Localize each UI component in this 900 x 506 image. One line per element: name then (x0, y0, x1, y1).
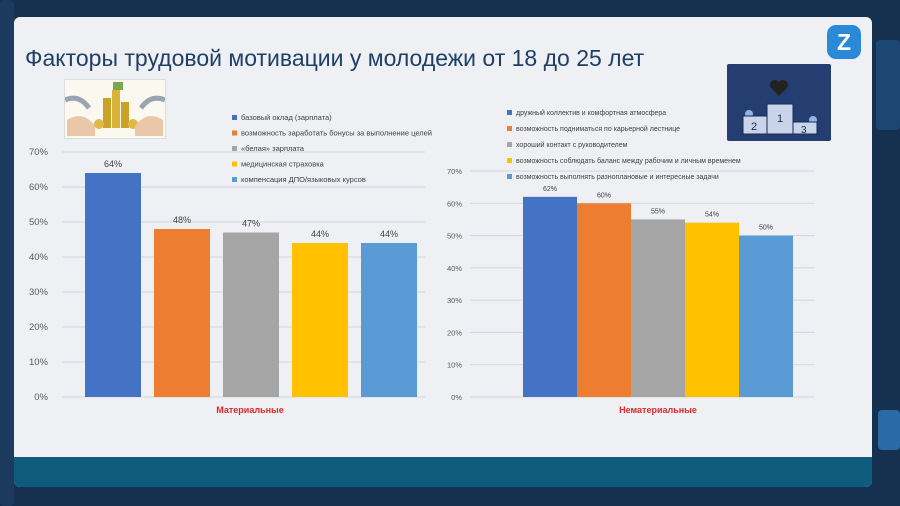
y-tick-label: 0% (34, 392, 48, 403)
money-hands-icon (65, 82, 165, 136)
legend-entry: «белая» зарплата (241, 144, 305, 153)
data-label: 48% (173, 215, 191, 225)
legend-marker (507, 142, 512, 147)
background-tile (876, 40, 900, 130)
background-tile (0, 0, 14, 506)
page-title: Факторы трудовой мотивации у молодежи от… (25, 45, 645, 71)
bar (739, 235, 793, 397)
bar (577, 203, 631, 397)
y-tick-label: 30% (29, 287, 49, 298)
bar (85, 173, 141, 397)
legend-entry: компенсация ДПО/языковых курсов (241, 175, 366, 184)
data-label: 55% (651, 208, 665, 215)
legend-entry: базовый оклад (зарплата) (241, 113, 332, 122)
y-tick-label: 40% (29, 252, 49, 263)
y-tick-label: 60% (447, 199, 462, 208)
bar (685, 222, 739, 397)
y-tick-label: 10% (447, 361, 462, 370)
y-tick-label: 20% (447, 328, 462, 337)
legend-marker (232, 177, 237, 182)
legend-entry: хороший контакт с руководителем (516, 141, 628, 149)
background-tile (878, 410, 900, 450)
legend-entry: возможность соблюдать баланс между рабоч… (516, 157, 741, 165)
slide-footer-bar (14, 457, 872, 487)
legend-marker (232, 146, 237, 151)
money-hands-image (64, 79, 166, 139)
bar (154, 229, 210, 397)
x-axis-label: Материальные (216, 405, 283, 415)
legend-marker (232, 130, 237, 136)
legend-entry: дружный коллектив и комфортная атмосфера (516, 109, 666, 117)
data-label: 50% (759, 225, 773, 232)
data-label: 62% (543, 186, 557, 193)
legend-entry: медицинская страховка (241, 160, 325, 169)
y-tick-label: 20% (29, 322, 49, 333)
bar (523, 196, 577, 397)
legend-marker (232, 115, 237, 120)
legend-entry: возможность выполнять разноплановые и ин… (516, 174, 719, 181)
y-tick-label: 70% (447, 167, 462, 176)
bar (292, 243, 348, 397)
y-tick-label: 0% (451, 393, 462, 402)
legend-entry: возможность заработать бонусы за выполне… (241, 129, 432, 138)
podium-number: 3 (801, 125, 807, 136)
bar (361, 243, 417, 397)
y-tick-label: 50% (447, 232, 462, 241)
y-tick-label: 10% (29, 357, 49, 368)
podium-number: 1 (777, 113, 783, 125)
legend-marker (507, 126, 512, 131)
podium-number: 2 (751, 121, 757, 133)
legend-marker (507, 174, 512, 179)
y-tick-label: 40% (447, 264, 462, 273)
legend-entry: возможность подниматься по карьерной лес… (516, 125, 680, 133)
data-label: 47% (242, 219, 260, 229)
data-label: 44% (380, 229, 398, 239)
data-label: 44% (311, 229, 329, 239)
data-label: 60% (597, 192, 611, 199)
data-label: 64% (104, 159, 122, 169)
legend-marker (232, 161, 237, 167)
legend-marker (507, 158, 512, 163)
y-tick-label: 50% (29, 217, 49, 228)
y-tick-label: 70% (29, 147, 49, 158)
podium-image: 1 2 3 (727, 64, 831, 141)
x-axis-label: Нематериальные (619, 405, 697, 415)
logo-icon: Z (827, 25, 861, 59)
y-tick-label: 60% (29, 182, 49, 193)
legend-marker (507, 110, 512, 115)
podium-icon: 1 2 3 (742, 80, 818, 136)
bar (631, 219, 685, 397)
bar (223, 232, 279, 397)
y-tick-label: 30% (447, 296, 462, 305)
data-label: 54% (705, 212, 719, 219)
